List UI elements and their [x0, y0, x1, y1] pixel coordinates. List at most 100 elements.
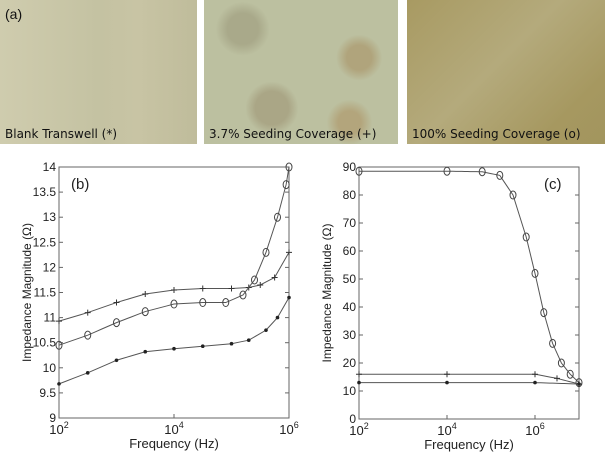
data-point-circle	[522, 232, 530, 242]
data-point-plus	[228, 285, 235, 292]
data-point-circle	[540, 308, 548, 318]
x-axis-label: Frequency (Hz)	[424, 437, 514, 452]
data-point-circle	[262, 247, 270, 257]
y-tick-label: 0	[349, 412, 356, 426]
y-tick-label: 20	[343, 356, 357, 370]
data-point-circle	[282, 180, 290, 190]
data-point-plus	[444, 371, 450, 378]
x-tick-label: 106	[279, 420, 298, 437]
y-tick-label: 14	[43, 160, 57, 174]
image-caption: 3.7% Seeding Coverage (+)	[209, 127, 377, 141]
y-tick-label: 60	[343, 244, 357, 258]
data-point-star	[172, 346, 176, 351]
data-point-circle	[496, 170, 504, 180]
data-point-plus	[56, 318, 62, 325]
data-point-star	[287, 295, 291, 300]
data-point-plus	[257, 281, 264, 288]
y-tick-label: 11.5	[34, 286, 57, 300]
panel-label: (c)	[544, 176, 562, 193]
data-point-star	[143, 349, 148, 354]
micrograph-100-percent: 100% Seeding Coverage (o)	[407, 0, 605, 144]
data-point-plus	[84, 309, 91, 316]
data-point-circle	[557, 358, 565, 368]
y-tick-label: 80	[343, 188, 357, 202]
y-tick-label: 40	[343, 300, 357, 314]
data-point-plus	[271, 274, 278, 281]
y-tick-label: 10	[343, 384, 357, 398]
x-tick-label: 102	[349, 421, 368, 438]
data-point-circle	[239, 290, 247, 300]
data-point-circle	[222, 298, 230, 308]
series-line-o	[58, 166, 290, 346]
x-tick-label: 104	[164, 420, 183, 437]
x-tick-label: 106	[525, 421, 544, 438]
data-point-star	[445, 380, 449, 385]
data-point-plus	[142, 291, 149, 298]
data-point-plus	[113, 299, 120, 306]
series-line-o	[359, 170, 580, 383]
data-point-plus	[171, 286, 177, 293]
panel-label: (b)	[71, 176, 89, 193]
data-point-circle	[55, 340, 63, 350]
data-point-plus	[356, 371, 362, 378]
y-tick-label: 10	[43, 361, 57, 375]
x-tick-label: 104	[437, 421, 456, 438]
data-point-star	[264, 328, 268, 332]
data-point-circle	[285, 162, 293, 172]
data-point-circle	[84, 330, 92, 340]
series-line-+	[359, 373, 580, 385]
data-point-star	[246, 338, 251, 342]
y-tick-label: 10.5	[33, 336, 57, 350]
data-point-star	[577, 382, 581, 386]
data-point-plus	[532, 371, 538, 378]
y-axis-label: Impedance Magnitude (Ω)	[20, 223, 34, 362]
data-point-circle	[531, 268, 539, 278]
data-point-star	[85, 371, 90, 375]
data-point-circle	[509, 190, 517, 200]
data-point-circle	[549, 338, 557, 348]
y-axis-label: Impedance Magnitude (Ω)	[320, 223, 334, 362]
y-tick-label: 50	[343, 272, 357, 286]
data-point-plus	[199, 285, 206, 292]
data-point-circle	[443, 166, 451, 176]
data-point-star	[229, 341, 234, 346]
data-point-circle	[355, 166, 363, 176]
y-tick-label: 30	[343, 328, 357, 342]
y-tick-label: 70	[343, 216, 357, 230]
panel-label-a: (a)	[5, 6, 23, 22]
y-tick-label: 13.5	[33, 185, 57, 199]
data-point-star	[114, 358, 119, 363]
data-point-circle	[251, 275, 259, 285]
data-point-star	[57, 382, 61, 386]
data-point-circle	[199, 298, 207, 308]
plot-frame	[358, 166, 580, 420]
image-caption: Blank Transwell (*)	[5, 127, 118, 141]
y-tick-label: 12	[43, 260, 57, 274]
y-tick-label: 9	[49, 411, 56, 425]
data-point-circle	[274, 212, 281, 222]
data-point-star	[275, 315, 280, 320]
data-point-plus	[554, 375, 560, 382]
image-caption: 100% Seeding Coverage (o)	[412, 127, 581, 141]
y-tick-label: 90	[343, 160, 357, 174]
y-tick-label: 13	[43, 210, 57, 224]
data-point-circle	[141, 307, 149, 317]
data-point-circle	[170, 299, 178, 309]
data-point-circle	[566, 369, 574, 379]
data-point-star	[357, 380, 361, 385]
series-line-+	[58, 252, 290, 322]
data-point-circle	[113, 318, 120, 328]
data-point-star	[200, 344, 205, 349]
y-tick-label: 9.5	[39, 386, 56, 400]
micrograph-blank: (a) Blank Transwell (*)	[0, 0, 197, 144]
micrograph-3-7-percent: 3.7% Seeding Coverage (+)	[204, 0, 398, 144]
y-tick-label: 11	[44, 311, 57, 325]
series-line-*	[359, 382, 580, 385]
data-point-circle	[478, 167, 486, 177]
x-axis-label: Frequency (Hz)	[129, 436, 219, 451]
x-tick-label: 102	[49, 420, 68, 437]
data-point-star	[533, 380, 537, 385]
y-tick-label: 12.5	[33, 235, 57, 249]
data-point-plus	[286, 249, 292, 256]
